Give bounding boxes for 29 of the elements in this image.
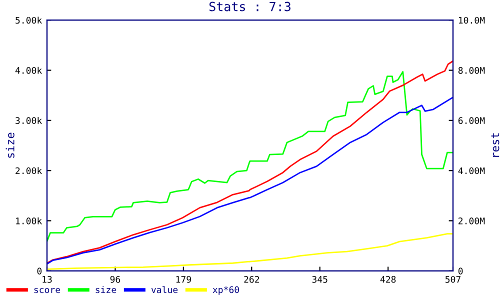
legend-label: score <box>34 288 60 294</box>
y2-axis-title: rest <box>491 133 500 157</box>
line-series <box>47 71 453 242</box>
legend-label: value <box>151 286 178 294</box>
y2-tick-label: 2.00M <box>458 217 485 224</box>
chart-title: Stats : 7:3 <box>209 2 290 12</box>
x-tick-label: 262 <box>244 276 260 283</box>
x-tick-label: 179 <box>176 276 191 283</box>
y2-tick-label: 8.00M <box>458 67 485 74</box>
y-tick-label: 3.00k <box>16 117 42 124</box>
y-tick-label: 4.00k <box>15 66 42 74</box>
y2-tick-label: 6.00M <box>458 117 485 124</box>
line-series <box>47 96 453 265</box>
y2-tick-label: 10.0M <box>458 16 485 24</box>
line-series <box>47 60 453 264</box>
y-axis-title: size <box>6 132 14 158</box>
y2-tick-label: 0 <box>458 268 463 274</box>
legend-label: size <box>96 286 116 294</box>
y-tick-label: 5.00k <box>16 16 42 24</box>
y2-tick-label: 4.00M <box>458 167 485 174</box>
x-tick-label: 13 <box>42 276 52 283</box>
x-tick-label: 345 <box>312 276 328 283</box>
y-tick-label: 1.00k <box>16 217 42 224</box>
x-tick-label: 96 <box>110 276 120 283</box>
y-tick-label: 0 <box>37 268 42 274</box>
x-tick-label: 428 <box>380 276 396 283</box>
legend-label: xp*60 <box>212 286 239 295</box>
x-tick-label: 507 <box>445 276 460 283</box>
y-tick-label: 2.00k <box>16 167 42 174</box>
